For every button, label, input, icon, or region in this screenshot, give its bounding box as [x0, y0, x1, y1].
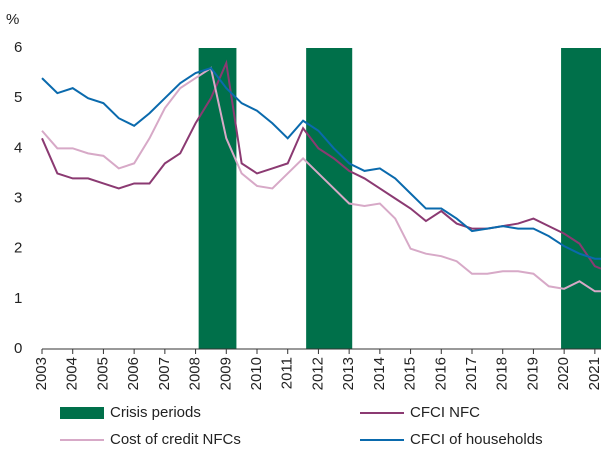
- y-tick-label: 2: [14, 240, 22, 257]
- x-tick-label: 2004: [64, 357, 81, 390]
- x-tick-label: 2021: [586, 357, 601, 390]
- y-tick-label: 1: [14, 290, 22, 307]
- series-line: [41, 59, 601, 270]
- y-tick-label: 3: [14, 189, 22, 206]
- x-tick-label: 2015: [402, 357, 419, 390]
- x-tick-label: 2018: [494, 357, 511, 390]
- y-tick-label: 4: [14, 139, 22, 156]
- x-tick-label: 2019: [524, 357, 541, 390]
- x-tick-label: 2013: [340, 357, 357, 390]
- x-tick-label: 2007: [156, 357, 173, 390]
- x-tick-label: 2017: [463, 357, 480, 390]
- y-tick-label: 0: [14, 340, 22, 357]
- legend-label: Crisis periods: [110, 404, 201, 421]
- x-tick-label: 2006: [125, 357, 142, 390]
- y-tick-label: 5: [14, 89, 22, 106]
- x-tick-label: 2009: [217, 357, 234, 390]
- y-tick-label: 6: [14, 39, 22, 56]
- x-tick-label: 2014: [371, 357, 388, 390]
- series-line: [41, 66, 601, 260]
- x-tick-label: 2010: [248, 357, 265, 390]
- x-tick-label: 2011: [279, 357, 296, 389]
- y-unit: %: [6, 11, 19, 28]
- x-tick-label: 2016: [432, 357, 449, 390]
- legend-swatch: [60, 407, 104, 419]
- series-line: [41, 66, 601, 293]
- x-tick-label: 2003: [33, 357, 50, 390]
- x-tick-label: 2020: [555, 357, 572, 390]
- crisis-band: [561, 48, 601, 349]
- legend-label: CFCI of households: [410, 431, 543, 448]
- legend-label: Cost of credit NFCs: [110, 431, 241, 448]
- x-tick-label: 2005: [94, 357, 111, 390]
- x-tick-label: 2012: [309, 357, 326, 390]
- legend-label: CFCI NFC: [410, 404, 480, 421]
- x-tick-label: 2008: [187, 357, 204, 390]
